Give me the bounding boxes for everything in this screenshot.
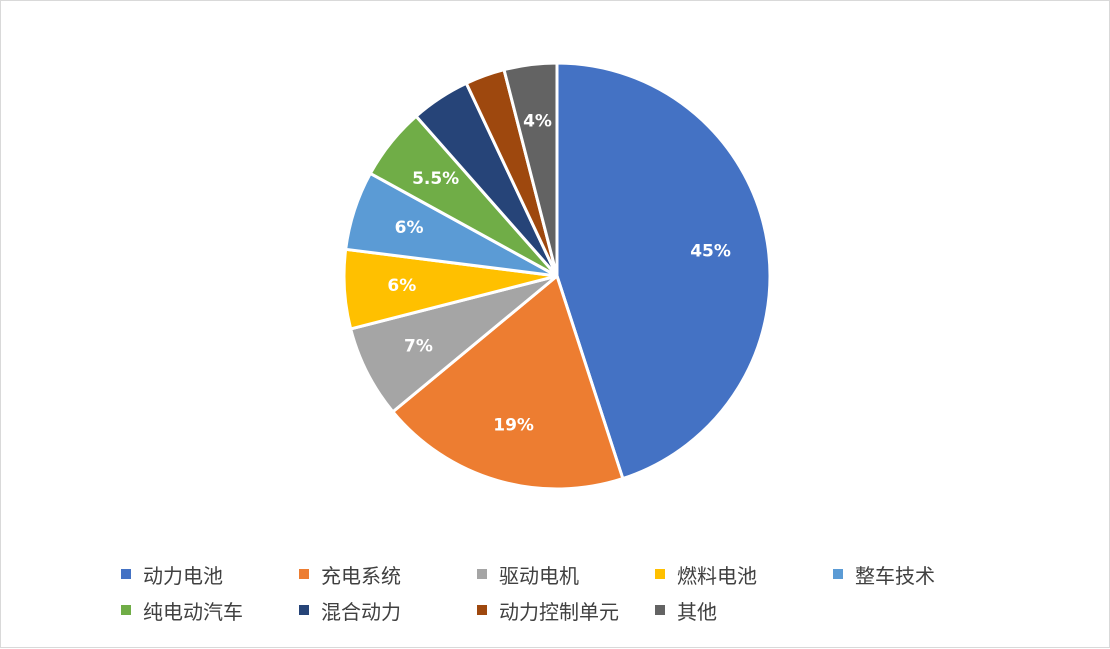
legend-swatch bbox=[299, 569, 309, 579]
legend-swatch bbox=[121, 605, 131, 615]
legend-item: 充电系统 bbox=[299, 560, 477, 589]
pie-slice bbox=[555, 61, 772, 481]
legend-swatch bbox=[477, 605, 487, 615]
legend-label: 燃料电池 bbox=[677, 563, 757, 588]
legend-item: 燃料电池 bbox=[655, 560, 833, 589]
legend-label: 动力控制单元 bbox=[499, 599, 619, 624]
legend: 动力电池 充电系统 驱动电机 燃料电池 整车技术 纯电动汽车 bbox=[121, 556, 1001, 628]
legend-row-2: 纯电动汽车 混合动力 动力控制单元 其他 bbox=[121, 592, 1001, 628]
legend-label: 其他 bbox=[677, 599, 717, 624]
slice-data-label: 5.5% bbox=[412, 169, 459, 189]
slice-data-label: 6% bbox=[387, 276, 416, 296]
legend-item: 整车技术 bbox=[833, 560, 935, 589]
pie-slice bbox=[391, 274, 625, 491]
legend-row-1: 动力电池 充电系统 驱动电机 燃料电池 整车技术 bbox=[121, 556, 1001, 592]
slice-data-label: 7% bbox=[404, 337, 433, 357]
legend-swatch bbox=[477, 569, 487, 579]
legend-item: 动力控制单元 bbox=[477, 596, 655, 625]
legend-label: 整车技术 bbox=[855, 563, 935, 588]
pie-data-labels: 45% 19% 7% 6% 6% 5.5% 4% bbox=[387, 112, 731, 436]
legend-item: 动力电池 bbox=[121, 560, 299, 589]
legend-swatch bbox=[655, 569, 665, 579]
slice-data-label: 19% bbox=[493, 415, 534, 435]
legend-item: 驱动电机 bbox=[477, 560, 655, 589]
legend-item: 其他 bbox=[655, 596, 717, 625]
legend-swatch bbox=[299, 605, 309, 615]
legend-swatch bbox=[655, 605, 665, 615]
legend-label: 驱动电机 bbox=[499, 563, 579, 588]
pie-slices bbox=[342, 61, 772, 491]
legend-label: 动力电池 bbox=[143, 563, 223, 588]
legend-label: 混合动力 bbox=[321, 599, 401, 624]
slice-data-label: 4% bbox=[523, 112, 552, 132]
legend-swatch bbox=[833, 569, 843, 579]
legend-label: 纯电动汽车 bbox=[143, 599, 243, 624]
legend-label: 充电系统 bbox=[321, 563, 401, 588]
slice-data-label: 45% bbox=[690, 242, 731, 262]
pie-slice bbox=[502, 61, 559, 278]
legend-swatch bbox=[121, 569, 131, 579]
legend-item: 混合动力 bbox=[299, 596, 477, 625]
legend-item: 纯电动汽车 bbox=[121, 596, 299, 625]
slice-data-label: 6% bbox=[395, 218, 424, 238]
